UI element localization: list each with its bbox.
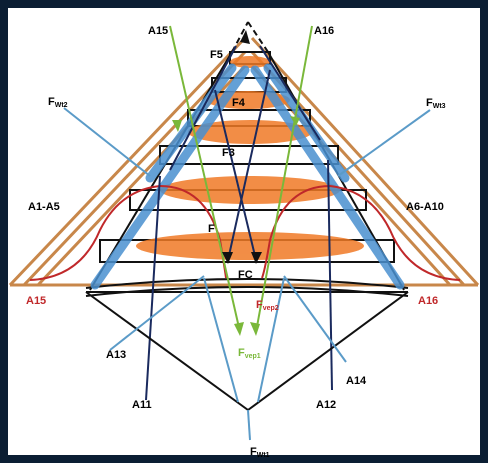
label-fwt1: FWt1 (250, 446, 270, 459)
label-fwt2: FWt2 (48, 96, 68, 109)
green-arrowheads (172, 116, 300, 336)
label-a6-a10: A6-A10 (406, 201, 444, 213)
label-a14: A14 (346, 375, 367, 387)
label-a15-left: A15 (26, 295, 46, 307)
label-a1-a5: A1-A5 (28, 201, 60, 213)
label-a11: A11 (132, 399, 152, 411)
green-arrows (169, 25, 313, 333)
label-fvep1: Fvep1 (238, 347, 261, 360)
label-fvep2: Fvep2 (256, 299, 279, 312)
label-fc: FC (238, 269, 253, 281)
label-a16-right: A16 (418, 295, 438, 307)
label-fwt3: FWt3 (426, 97, 446, 110)
wind-lines (63, 107, 431, 441)
label-f5: F5 (210, 49, 223, 61)
label-f3: F3 (222, 147, 235, 159)
label-a15-top: A15 (148, 25, 168, 37)
black-arrowheads (222, 30, 262, 264)
label-f: F (208, 223, 215, 235)
bottom-frame (85, 291, 409, 411)
label-a16-top: A16 (314, 25, 334, 37)
label-f4: F4 (232, 97, 246, 109)
navy-braces (145, 45, 333, 401)
label-a13: A13 (106, 349, 126, 361)
label-a12: A12 (316, 399, 336, 411)
